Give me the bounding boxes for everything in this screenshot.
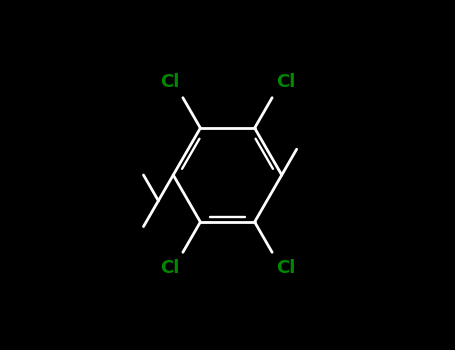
- Text: Cl: Cl: [160, 73, 179, 91]
- Text: Cl: Cl: [160, 259, 179, 277]
- Text: Cl: Cl: [276, 73, 295, 91]
- Text: Cl: Cl: [276, 259, 295, 277]
